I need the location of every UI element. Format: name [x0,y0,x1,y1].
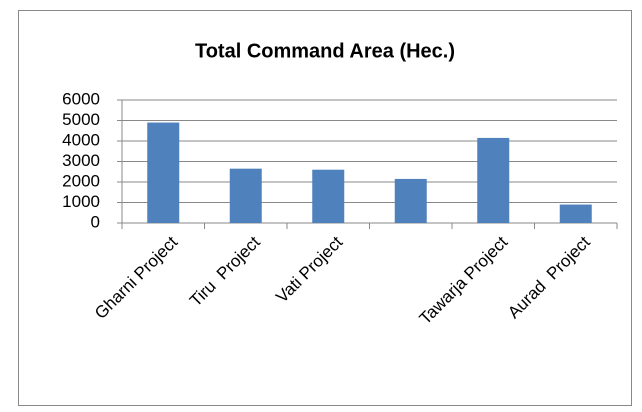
y-tick-label: 4000 [62,130,100,149]
y-tick-label: 5000 [62,110,100,129]
bar [147,122,180,223]
y-tick-label: 1000 [62,192,100,211]
bar [394,178,427,223]
bar [229,168,262,223]
bar [559,204,592,223]
bar [312,169,345,223]
bar [477,137,510,223]
y-tick-label: 2000 [62,171,100,190]
y-tick-label: 6000 [62,89,100,108]
y-tick-label: 0 [91,212,100,231]
y-tick-label: 3000 [62,151,100,170]
chart-title: Total Command Area (Hec.) [195,40,455,62]
